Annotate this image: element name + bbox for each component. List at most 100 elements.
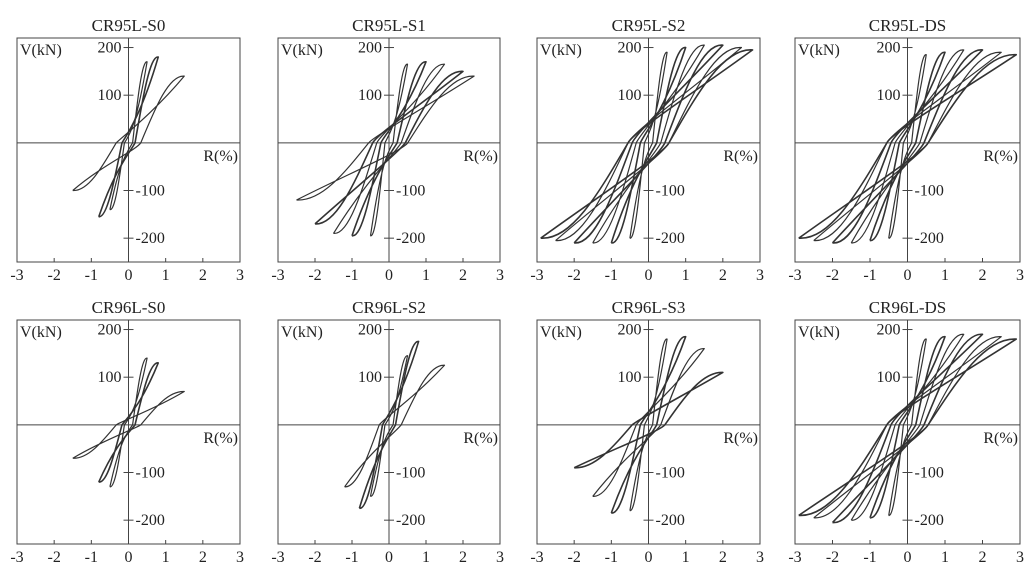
- y-tick-label: 200: [358, 322, 382, 339]
- hysteresis-loop: [555, 46, 743, 242]
- y-tick-label: -200: [136, 230, 165, 247]
- x-tick-label: -3: [788, 549, 801, 564]
- y-axis-label: V(kN): [281, 324, 323, 341]
- x-tick-label: -3: [10, 267, 23, 284]
- hysteresis-series: [72, 56, 185, 218]
- x-tick-label: -2: [568, 549, 581, 564]
- hysteresis-loop: [629, 51, 668, 239]
- hysteresis-series: [798, 333, 1018, 524]
- hysteresis-loop: [369, 355, 409, 497]
- hysteresis-loop: [592, 347, 705, 497]
- hysteresis-loop: [540, 49, 754, 239]
- hysteresis-loop: [98, 56, 160, 218]
- panel-cr95l-s0: 200 100 -100 -200 -3 -2 -1 0 1 2 3 CR95L-S0 V(kN) R(%…: [10, 16, 244, 284]
- hysteresis-loop: [813, 51, 1002, 242]
- hysteresis-loop: [850, 333, 965, 521]
- x-axis-label: R(%): [203, 430, 238, 447]
- y-tick-label: -100: [396, 183, 425, 200]
- x-tick-label: -2: [826, 267, 839, 284]
- x-tick-label: -1: [345, 267, 358, 284]
- x-tick-label: 1: [682, 549, 690, 564]
- y-tick-label: 200: [618, 40, 642, 57]
- x-axis-label: R(%): [203, 148, 238, 165]
- y-axis-label: V(kN): [540, 324, 582, 341]
- x-tick-label: 2: [719, 549, 727, 564]
- hysteresis-loop: [314, 70, 464, 225]
- hysteresis-loop: [369, 63, 409, 237]
- panel-cr96l-s3: 200 100 -100 -200 -3 -2 -1 0 1 2 3 CR96L-S3 V(kN) R(%…: [530, 298, 764, 564]
- y-tick-label: -100: [656, 465, 685, 482]
- y-tick-label: -200: [656, 230, 685, 247]
- x-tick-label: -1: [605, 549, 618, 564]
- hysteresis-loop: [296, 75, 475, 201]
- x-tick-label: 2: [199, 267, 207, 284]
- panel-title: CR96L-S0: [92, 298, 166, 317]
- x-tick-label: -2: [308, 549, 321, 564]
- y-tick-label: -200: [915, 512, 944, 529]
- x-tick-label: 1: [162, 549, 170, 564]
- x-tick-label: -1: [345, 549, 358, 564]
- x-tick-label: -1: [863, 549, 876, 564]
- y-axis-label: V(kN): [540, 42, 582, 59]
- x-tick-label: 0: [125, 267, 133, 284]
- hysteresis-series: [72, 357, 185, 488]
- panel-title: CR95L-S1: [352, 16, 426, 35]
- hysteresis-series: [798, 49, 1018, 244]
- hysteresis-loop: [798, 53, 1018, 239]
- x-tick-label: 0: [125, 549, 133, 564]
- x-tick-label: -1: [85, 267, 98, 284]
- y-axis-label: V(kN): [281, 42, 323, 59]
- y-tick-label: 200: [358, 40, 382, 57]
- x-tick-label: -2: [308, 267, 321, 284]
- y-tick-label: 200: [98, 322, 122, 339]
- y-tick-label: 200: [618, 322, 642, 339]
- x-tick-label: 3: [756, 549, 764, 564]
- panel-title: CR96L-S3: [612, 298, 686, 317]
- hysteresis-loop: [72, 390, 185, 459]
- hysteresis-loop: [798, 338, 1018, 517]
- hysteresis-loop: [813, 336, 1002, 519]
- x-tick-label: 0: [385, 267, 393, 284]
- y-tick-label: 200: [877, 40, 901, 57]
- hysteresis-loop: [610, 46, 687, 244]
- x-tick-label: 1: [422, 549, 430, 564]
- x-tick-label: 3: [496, 267, 504, 284]
- y-tick-label: 100: [98, 87, 122, 104]
- x-tick-label: 1: [162, 267, 170, 284]
- y-axis-label: V(kN): [798, 324, 840, 341]
- x-tick-label: -2: [48, 549, 61, 564]
- hysteresis-loop: [888, 54, 927, 239]
- x-axis-label: R(%): [723, 430, 758, 447]
- hysteresis-loop: [344, 364, 446, 488]
- hysteresis-loop: [573, 371, 724, 469]
- x-tick-label: -3: [530, 549, 543, 564]
- x-axis-label: R(%): [463, 430, 498, 447]
- x-tick-label: 0: [645, 549, 653, 564]
- x-tick-label: 2: [719, 267, 727, 284]
- hysteresis-loop: [72, 75, 185, 192]
- hysteresis-loop: [869, 51, 946, 242]
- x-tick-label: -2: [48, 267, 61, 284]
- panel-cr96l-s2: 200 100 -100 -200 -3 -2 -1 0 1 2 3 CR96L-S2 V(kN) R(%…: [271, 298, 504, 564]
- hysteresis-series: [296, 61, 475, 237]
- x-tick-label: 3: [236, 267, 244, 284]
- x-tick-label: 3: [756, 267, 764, 284]
- y-tick-label: -100: [656, 183, 685, 200]
- hysteresis-loop: [351, 61, 427, 237]
- hysteresis-loop: [629, 338, 668, 512]
- x-tick-label: 0: [645, 267, 653, 284]
- x-tick-label: 3: [1016, 549, 1024, 564]
- x-tick-label: 3: [236, 549, 244, 564]
- hysteresis-series: [540, 44, 754, 244]
- x-tick-label: 3: [496, 549, 504, 564]
- x-tick-label: -3: [10, 549, 23, 564]
- hysteresis-series: [344, 340, 446, 510]
- x-tick-label: 2: [979, 549, 987, 564]
- panel-title: CR95L-S2: [612, 16, 686, 35]
- y-tick-label: 100: [618, 369, 642, 386]
- panel-cr96l-s0: 200 100 -100 -200 -3 -2 -1 0 1 2 3 CR96L-S0 V(kN) R(%…: [10, 298, 244, 564]
- y-tick-label: -200: [396, 512, 425, 529]
- x-tick-label: -3: [788, 267, 801, 284]
- hysteresis-loop: [109, 61, 148, 211]
